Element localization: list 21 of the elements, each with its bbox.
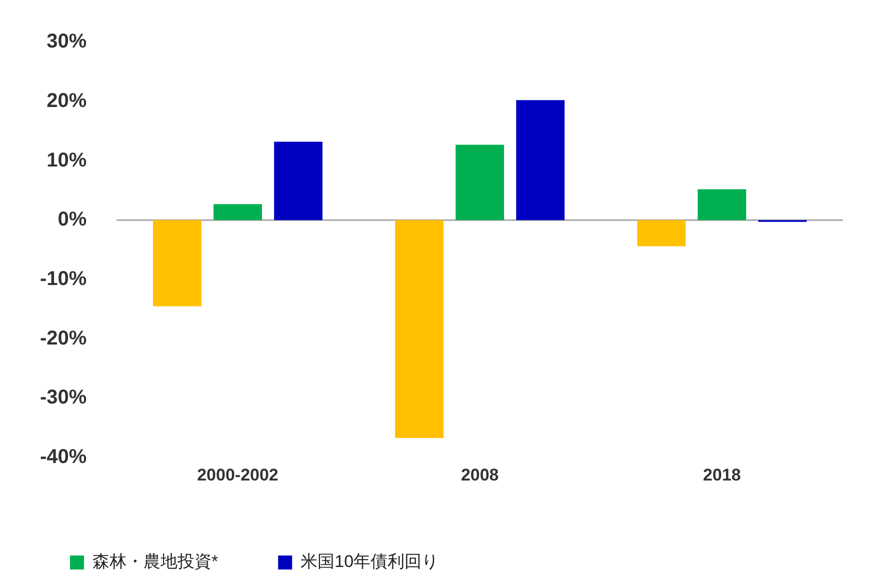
y-tick-label: -40% xyxy=(40,446,87,468)
x-tick-label: 2000-2002 xyxy=(197,465,278,484)
bar xyxy=(274,142,322,220)
x-tick-label: 2008 xyxy=(460,465,499,484)
bar xyxy=(395,220,444,438)
y-tick-label: -30% xyxy=(40,386,87,409)
y-tick-label: -10% xyxy=(40,268,87,290)
y-tick-label: 20% xyxy=(46,90,87,112)
y-tick-label: 0% xyxy=(58,208,87,231)
bar xyxy=(214,204,262,220)
y-tick-label: 10% xyxy=(46,149,87,172)
bar xyxy=(637,220,686,246)
y-tick-label: 30% xyxy=(46,30,87,53)
bar xyxy=(516,100,565,220)
bar xyxy=(698,189,746,220)
bar xyxy=(456,144,504,220)
bar xyxy=(153,220,202,306)
legend-label: 米国10年債利回り xyxy=(300,552,439,572)
legend-label: 森林・農地投資* xyxy=(92,552,218,572)
y-tick-label: -20% xyxy=(40,327,87,350)
x-tick-label: 2018 xyxy=(703,465,741,484)
